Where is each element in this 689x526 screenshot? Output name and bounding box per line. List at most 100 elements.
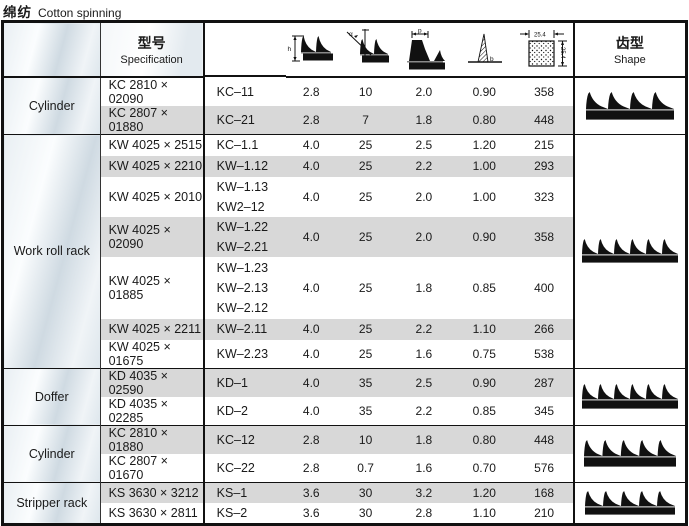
model-label: KS–1 <box>216 485 248 500</box>
specification-cell: KC 2807 × 01880 <box>100 106 205 135</box>
value-cell: 358 <box>515 216 574 257</box>
model-cell: KC–1.1 <box>203 134 287 156</box>
value-cell: 2.8 <box>286 106 337 135</box>
table-row: KW 4025 × 2211 KW–2.11 4.0 25 2.2 1.10 266 <box>3 318 687 340</box>
value-cell: 4.0 <box>286 318 337 340</box>
specification-header-zh: 型号 <box>137 35 166 51</box>
table-row: KW 4025 × 01675 KW–2.23 4.0 25 1.6 0.75 538 <box>3 339 687 369</box>
specification-cell: KS 3630 × 3212 <box>100 481 205 503</box>
model-label: KC–11 <box>216 84 254 99</box>
value-cell: 1.10 <box>453 318 516 340</box>
value-cell: 358 <box>534 85 555 99</box>
shape-header: 齿型 Shape <box>572 21 687 78</box>
model-cell: KW–1.12 <box>203 155 287 177</box>
value-cell: 10 <box>358 85 373 99</box>
value-cell: 4.0 <box>286 155 337 177</box>
value-cell: 2.2 <box>415 403 433 418</box>
model-cell: KW–2.23 <box>204 340 286 369</box>
value-cell: 0.90 <box>453 367 516 397</box>
value-cell: 30 <box>358 506 373 520</box>
table-row: Cylinder KC 2810 × 01880 KC–12 2.8 10 1.8 0.80… <box>2 424 687 482</box>
tooth-profile-cell <box>572 424 687 482</box>
value-cell: 2.2 <box>394 318 454 340</box>
value-cell: 2.8 <box>286 424 337 454</box>
value-cell: 1.8 <box>394 106 454 135</box>
model-label: KC–12 <box>216 432 255 447</box>
table-row: Stripper rack KS 3630 × 3212 KS–1 3.6 30 3.2 1… <box>2 481 687 525</box>
tooth-profile-image <box>581 239 678 263</box>
page-title-zh: 绵纺 <box>3 5 32 20</box>
model-label: KD–2 <box>216 403 248 418</box>
value-cell: 1.20 <box>453 134 516 156</box>
table-row: KD 4035 × 02285 KD–2 4.0 35 2.2 0.85 345 <box>3 396 687 426</box>
value-cell: 0.90 <box>453 216 516 257</box>
tooth-profile-cell <box>572 481 687 525</box>
value-cell: 448 <box>515 106 574 135</box>
value-cell: 1.8 <box>415 280 433 295</box>
category-cell: Cylinder <box>2 77 101 135</box>
specification-cell: KW 4025 × 2515 <box>100 134 205 156</box>
value-cell: 35 <box>336 367 395 397</box>
model-label: KW–1.22 <box>216 219 269 234</box>
value-cell: 0.7 <box>357 460 374 475</box>
model-cell: KW–1.13 KW2–12 <box>204 177 286 217</box>
tooth-profile-cell <box>572 134 687 368</box>
model-cell: KW–1.22 KW–2.21 <box>203 216 287 257</box>
tooth-height-column-header: h <box>286 21 337 78</box>
value-cell: 4.0 <box>302 280 320 295</box>
value-cell: 4.0 <box>302 346 320 361</box>
value-cell: 25 <box>336 318 395 340</box>
value-cell: 287 <box>515 367 574 397</box>
table-body: Cylinder KC 2810 × 02090 KC–11 2.8 10 2.0 0.90… <box>2 77 687 525</box>
points-per-square-inch-icon: 25.4 25.4 <box>520 29 568 67</box>
value-cell: 1.20 <box>453 481 516 503</box>
value-cell: 2.8 <box>415 506 433 520</box>
model-label: KW2–12 <box>216 199 265 214</box>
value-cell: 4.0 <box>286 367 337 397</box>
model-label: KW–2.21 <box>216 239 269 254</box>
value-cell: 0.80 <box>453 424 516 454</box>
model-cell: KC–21 <box>203 106 287 135</box>
model-cell: KS–2 <box>204 503 286 525</box>
value-cell: 4.0 <box>286 216 337 257</box>
tooth-profile-image <box>585 92 674 120</box>
value-cell: 0.85 <box>472 403 496 418</box>
model-label: KW–1.23 <box>216 260 269 275</box>
shape-header-en: Shape <box>613 54 646 66</box>
table-row: KW 4025 × 2210 KW–1.12 4.0 25 2.2 1.00 293 <box>3 155 687 177</box>
value-cell: 0.70 <box>472 460 496 475</box>
value-cell: 2.2 <box>394 155 454 177</box>
specification-cell: KW 4025 × 01675 <box>100 339 205 368</box>
svg-text:25.4: 25.4 <box>534 32 546 38</box>
shape-header-zh: 齿型 <box>615 35 644 51</box>
table-row: KC 2807 × 01670 KC–22 2.8 0.7 1.6 0.70 576 <box>3 453 687 482</box>
table-row: KW 4025 × 02090 KW–1.22 KW–2.21 4.0 25 2.0 0.9… <box>3 216 687 257</box>
specification-cell: KW 4025 × 2211 <box>100 318 205 340</box>
value-cell: 3.6 <box>286 481 337 503</box>
svg-text:α: α <box>349 31 353 38</box>
value-cell: 25 <box>358 189 373 204</box>
value-cell: 448 <box>515 424 574 454</box>
value-cell: 25 <box>336 134 395 156</box>
category-cell: Doffer <box>2 367 101 425</box>
value-cell: 323 <box>534 189 555 204</box>
category-cell: Stripper rack <box>2 481 101 525</box>
value-cell: 2.0 <box>415 85 433 99</box>
value-cell: 2.0 <box>394 216 454 257</box>
model-cell: KC–11 <box>204 77 286 106</box>
value-cell: 168 <box>515 481 574 503</box>
model-label: KD–1 <box>216 375 248 390</box>
value-cell: 25 <box>336 216 395 257</box>
model-label: KW–2.13 <box>216 280 269 295</box>
specification-cell: KC 2810 × 02090 <box>100 77 205 106</box>
value-cell: 266 <box>515 318 574 340</box>
value-cell: 1.00 <box>453 155 516 177</box>
value-cell: 0.90 <box>472 85 496 99</box>
specification-table: 型号 Specification h α p b 25.4 25.4 齿型 Sha… <box>1 20 688 526</box>
value-cell: 2.8 <box>302 85 320 99</box>
specification-cell: KS 3630 × 2811 <box>100 503 205 525</box>
model-cell: KD–2 <box>204 397 286 426</box>
tooth-profile-image <box>581 384 678 409</box>
value-cell: 345 <box>534 403 555 418</box>
specification-header: 型号 Specification <box>100 21 205 78</box>
